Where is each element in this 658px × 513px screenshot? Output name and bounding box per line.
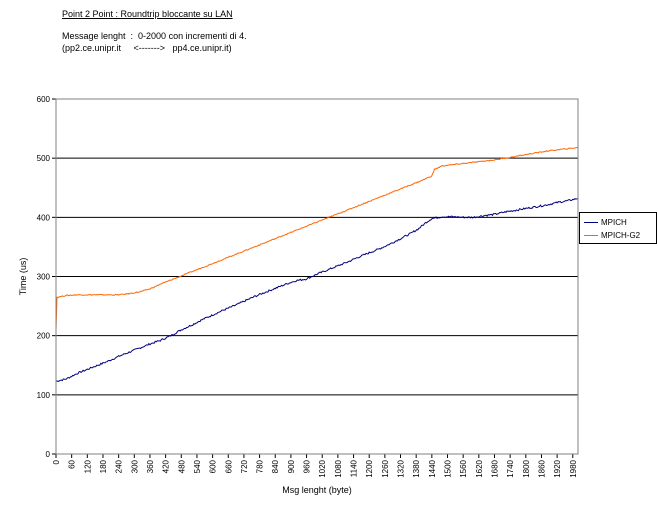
legend-swatch-mpich — [584, 221, 598, 223]
x-tick-label-0: 0 — [52, 459, 61, 464]
x-tick-label-1980: 1980 — [569, 459, 578, 477]
x-axis-label: Msg lenght (byte) — [282, 485, 352, 495]
chart-header: Point 2 Point : Roundtrip bloccante su L… — [62, 8, 247, 54]
x-tick-label-1500: 1500 — [444, 459, 453, 477]
x-tick-label-240: 240 — [115, 459, 124, 473]
x-tick-label-60: 60 — [68, 459, 77, 468]
x-tick-label-900: 900 — [287, 459, 296, 473]
x-tick-label-1680: 1680 — [490, 459, 499, 477]
legend-swatch-mpich-g2 — [584, 234, 598, 236]
y-tick-label-200: 200 — [37, 332, 51, 341]
x-tick-label-1260: 1260 — [381, 459, 390, 477]
x-tick-label-1920: 1920 — [553, 459, 562, 477]
chart-title: Point 2 Point : Roundtrip bloccante su L… — [62, 9, 233, 19]
x-tick-label-480: 480 — [177, 459, 186, 473]
legend-item-mpich: MPICH — [584, 216, 627, 228]
legend: MPICH MPICH-G2 — [579, 212, 657, 244]
x-tick-label-1080: 1080 — [334, 459, 343, 477]
y-axis-ticks: 0 100 200 300 400 500 600 — [37, 95, 57, 459]
y-axis-label: Time (us) — [18, 258, 28, 296]
x-tick-label-540: 540 — [193, 459, 202, 473]
x-tick-label-840: 840 — [271, 459, 280, 473]
x-tick-label-1020: 1020 — [318, 459, 327, 477]
series-lines — [55, 147, 579, 382]
x-tick-label-360: 360 — [146, 459, 155, 473]
x-tick-label-1740: 1740 — [506, 459, 515, 477]
legend-label-mpich: MPICH — [601, 217, 627, 227]
grid-lines — [56, 98, 578, 455]
legend-item-mpich-g2: MPICH-G2 — [584, 229, 640, 241]
y-tick-label-400: 400 — [37, 213, 51, 222]
series-line-mpich-g2 — [55, 147, 578, 331]
x-tick-label-1320: 1320 — [397, 459, 406, 477]
x-tick-label-1860: 1860 — [537, 459, 546, 477]
x-tick-label-1200: 1200 — [365, 459, 374, 477]
y-tick-label-600: 600 — [37, 95, 51, 104]
y-tick-label-300: 300 — [37, 273, 51, 282]
x-tick-label-300: 300 — [130, 459, 139, 473]
y-tick-label-0: 0 — [46, 450, 51, 459]
legend-label-mpich-g2: MPICH-G2 — [601, 230, 641, 240]
x-tick-label-1380: 1380 — [412, 459, 421, 477]
chart-subtitle-1: Message lenght : 0-2000 con incrementi d… — [62, 31, 247, 41]
x-tick-label-720: 720 — [240, 459, 249, 473]
x-tick-label-1560: 1560 — [459, 459, 468, 477]
x-tick-label-780: 780 — [256, 459, 265, 473]
x-tick-label-1440: 1440 — [428, 459, 437, 477]
x-tick-label-120: 120 — [83, 459, 92, 473]
x-tick-label-960: 960 — [303, 459, 312, 473]
x-tick-label-600: 600 — [209, 459, 218, 473]
x-tick-label-660: 660 — [224, 459, 233, 473]
x-tick-label-1620: 1620 — [475, 459, 484, 477]
x-tick-label-1140: 1140 — [350, 459, 359, 477]
x-tick-label-180: 180 — [99, 459, 108, 473]
x-tick-label-420: 420 — [162, 459, 171, 473]
x-tick-label-1800: 1800 — [522, 459, 531, 477]
series-line-mpich — [55, 197, 579, 382]
y-tick-label-100: 100 — [37, 391, 51, 400]
y-tick-label-500: 500 — [37, 154, 51, 163]
plot-area — [55, 98, 579, 455]
x-axis-ticks: 0 60 120 180 240 300 360 420 480 540 600 660 720 780 8… — [52, 453, 578, 478]
chart-subtitle-2: (pp2.ce.unipr.it <-------> pp4.ce.unipr.… — [62, 43, 232, 53]
